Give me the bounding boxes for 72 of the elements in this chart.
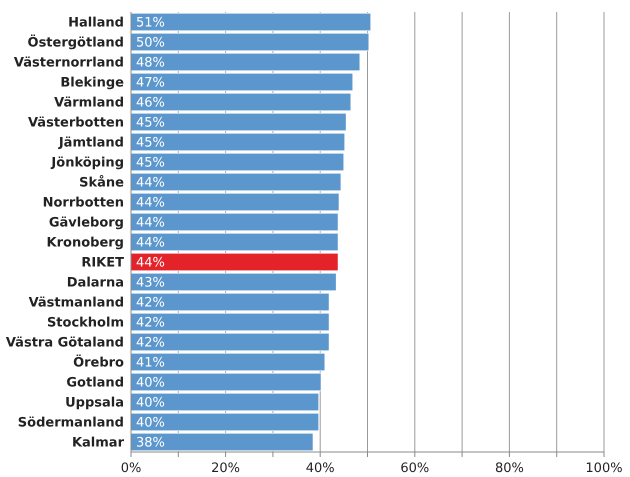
y-tick-label: Gotland	[66, 376, 124, 391]
y-tick-label: Jönköping	[50, 156, 124, 171]
y-tick-label: Blekinge	[60, 76, 124, 91]
bar	[130, 52, 360, 72]
y-tick-label: Kronoberg	[46, 236, 124, 251]
bar	[130, 12, 372, 32]
y-tick-label: Västmanland	[28, 296, 124, 311]
bar	[130, 412, 320, 432]
data-label: 38%	[136, 436, 165, 451]
data-label: 50%	[136, 36, 165, 51]
bar	[130, 432, 314, 452]
bar	[130, 112, 347, 132]
bar	[130, 232, 339, 252]
x-tick-label: 0%	[120, 461, 142, 476]
y-tick-label: Jämtland	[58, 136, 124, 151]
data-label: 44%	[136, 176, 165, 191]
data-label: 45%	[136, 156, 165, 171]
bar	[130, 252, 339, 272]
y-tick-label: Västra Götaland	[6, 336, 124, 351]
x-tick-label: 80%	[494, 461, 524, 476]
bar	[130, 272, 337, 292]
bar	[130, 332, 330, 352]
bar	[130, 132, 346, 152]
data-label: 41%	[136, 356, 165, 371]
data-label: 44%	[136, 256, 165, 271]
y-tick-label: Uppsala	[65, 396, 124, 411]
bar	[130, 172, 342, 192]
data-label: 42%	[136, 296, 165, 311]
y-tick-label: Norrbotten	[42, 196, 124, 211]
data-label: 45%	[136, 116, 165, 131]
y-tick-label: Värmland	[54, 96, 124, 111]
y-tick-label: Västernorrland	[14, 56, 124, 71]
data-label: 47%	[136, 76, 165, 91]
bar	[130, 72, 354, 92]
y-tick-label: Gävleborg	[48, 216, 124, 231]
y-tick-label: RIKET	[81, 256, 124, 271]
bar	[130, 392, 320, 412]
bar	[130, 372, 322, 392]
bar	[130, 292, 330, 312]
x-tick-label: 40%	[306, 461, 335, 476]
data-label: 51%	[136, 16, 165, 31]
data-label: 40%	[136, 376, 165, 391]
x-tick-label: 20%	[211, 461, 240, 476]
bar	[130, 312, 330, 332]
data-label: 40%	[136, 396, 165, 411]
data-label: 44%	[136, 216, 165, 231]
bar	[130, 92, 352, 112]
y-tick-label: Stockholm	[46, 316, 124, 331]
x-tick-label: 60%	[400, 461, 430, 476]
y-tick-label: Örebro	[73, 354, 124, 371]
data-label: 42%	[136, 316, 165, 331]
bar	[130, 152, 344, 172]
data-label: 44%	[136, 196, 165, 211]
data-label: 48%	[136, 56, 165, 71]
data-label: 43%	[136, 276, 165, 291]
x-tick-label: 100%	[585, 461, 623, 476]
y-tick-label: Halland	[68, 16, 124, 31]
y-tick-label: Dalarna	[66, 276, 124, 291]
bar	[130, 352, 326, 372]
y-tick-label: Skåne	[79, 174, 124, 191]
data-label: 44%	[136, 236, 165, 251]
data-label: 42%	[136, 336, 165, 351]
y-tick-label: Östergötland	[28, 34, 124, 51]
data-label: 45%	[136, 136, 165, 151]
bar	[130, 32, 370, 52]
y-tick-label: Kalmar	[72, 436, 125, 451]
data-label: 46%	[136, 96, 165, 111]
bar	[130, 192, 340, 212]
bar	[130, 212, 339, 232]
y-tick-label: Södermanland	[18, 416, 124, 431]
data-label: 40%	[136, 416, 165, 431]
y-tick-label: Västerbotten	[28, 116, 124, 131]
